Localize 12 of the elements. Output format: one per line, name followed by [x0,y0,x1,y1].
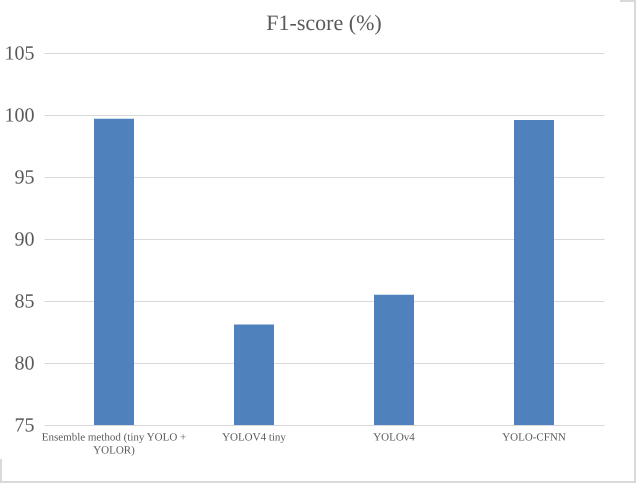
x-tick-label: YOLO-CFNN [502,432,566,444]
x-tick-label: Ensemble method (tiny YOLO + YOLOR) [42,432,186,456]
y-tick-label: 85 [14,290,34,312]
y-tick-label: 80 [14,352,34,374]
y-tick-label: 75 [14,414,34,436]
y-tick-label: 105 [4,42,34,64]
x-tick-label: YOLOv4 [373,432,416,444]
y-tick-label: 95 [14,166,34,188]
x-tick-label: YOLOV4 tiny [222,432,286,444]
y-tick-label: 90 [14,228,34,250]
chart-title: F1-score (%) [266,10,382,35]
y-tick-label: 100 [4,104,34,126]
